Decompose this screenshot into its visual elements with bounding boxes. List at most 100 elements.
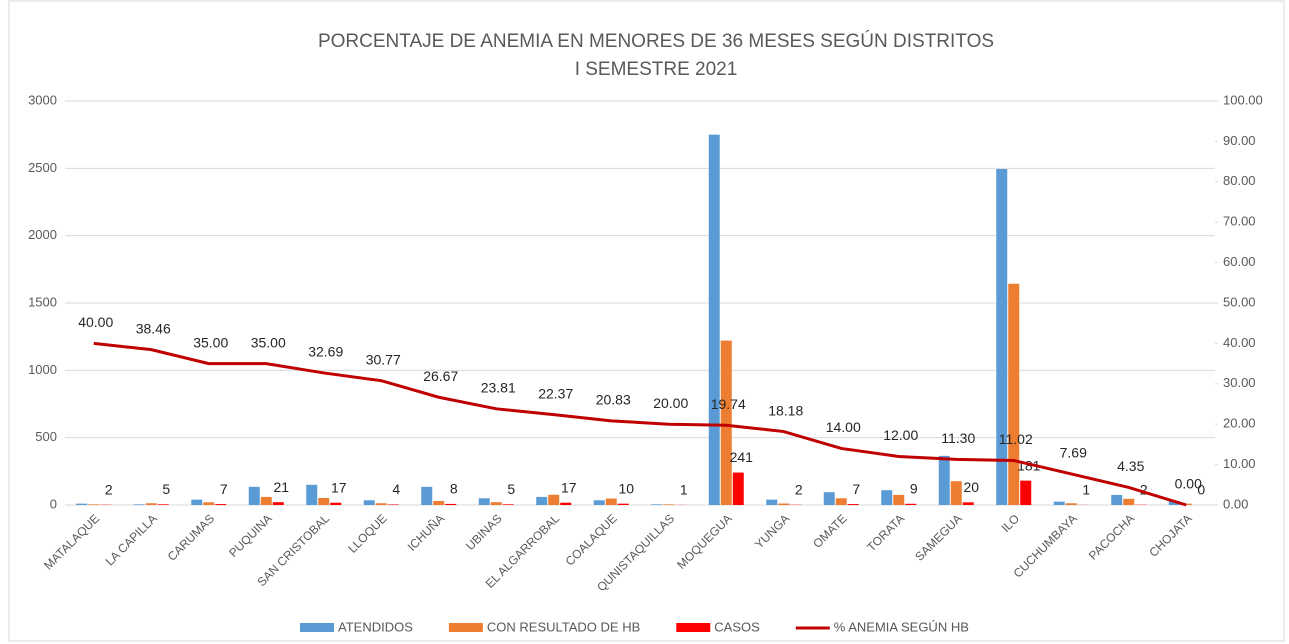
y2-tick-label: 50.00 [1223, 294, 1256, 309]
bar [445, 503, 457, 505]
data-label: 7 [220, 481, 228, 497]
bar [363, 500, 375, 505]
data-label: 22.37 [538, 385, 573, 401]
data-label: 12.00 [883, 427, 918, 443]
data-label: 18.18 [768, 402, 803, 418]
data-label: 4.35 [1117, 458, 1144, 474]
bar [145, 503, 157, 505]
bar [847, 504, 859, 505]
bar [330, 502, 342, 505]
data-label: 20 [963, 479, 979, 495]
bar [375, 503, 387, 505]
y-tick-label: 0 [50, 496, 57, 511]
bar [76, 503, 88, 505]
bar [778, 503, 790, 505]
bar [835, 498, 847, 505]
bar [1020, 480, 1032, 505]
bar [133, 504, 145, 505]
data-label: 10 [618, 480, 634, 496]
bar [490, 502, 502, 505]
data-label: 30.77 [366, 351, 401, 367]
bar [260, 496, 272, 505]
data-label: 0 [1197, 482, 1205, 498]
bar [215, 504, 227, 505]
bar [191, 499, 203, 505]
data-label: 9 [910, 480, 918, 496]
y2-tick-label: 70.00 [1223, 214, 1256, 229]
bar [605, 498, 617, 505]
bar [663, 504, 675, 505]
bar [306, 484, 318, 505]
data-label: 1 [1082, 482, 1090, 498]
data-label: 17 [561, 479, 577, 495]
bar [732, 472, 744, 505]
data-label: 35.00 [193, 334, 228, 350]
y-tick-label: 1500 [28, 294, 57, 309]
bar [1111, 494, 1123, 505]
data-label: 17 [331, 479, 347, 495]
bar [905, 503, 917, 505]
chart-border [8, 0, 1285, 642]
data-label: 2 [105, 481, 113, 497]
y-tick-label: 2500 [28, 160, 57, 175]
y-tick-label: 500 [35, 429, 57, 444]
data-label: 23.81 [481, 380, 516, 396]
y2-tick-label: 80.00 [1223, 173, 1256, 188]
bar [157, 504, 169, 505]
data-label: 5 [507, 481, 515, 497]
y2-tick-label: 40.00 [1223, 335, 1256, 350]
data-label: 11.30 [941, 430, 975, 446]
legend-marker [676, 623, 711, 632]
legend-marker [448, 623, 483, 632]
y2-tick-label: 20.00 [1223, 416, 1256, 431]
y2-tick-label: 30.00 [1223, 375, 1256, 390]
data-label: 8 [450, 481, 458, 497]
bar [823, 492, 835, 505]
bar [938, 455, 950, 505]
bar [593, 500, 605, 505]
data-label: 2 [795, 481, 803, 497]
bar [548, 494, 560, 505]
legend-label: CASOS [714, 619, 760, 634]
data-label: 35.00 [251, 334, 286, 350]
data-label: 38.46 [136, 320, 171, 336]
bar [962, 502, 974, 505]
bar [881, 490, 893, 505]
bar [203, 502, 215, 505]
data-label: 1 [680, 482, 688, 498]
bar [1053, 501, 1065, 505]
data-label: 11.02 [999, 431, 1033, 447]
bar [421, 486, 433, 505]
bar [478, 498, 490, 505]
y2-tick-label: 10.00 [1223, 456, 1256, 471]
bar [433, 500, 445, 505]
bar [766, 499, 778, 505]
data-label: 4 [392, 481, 400, 497]
y2-tick-label: 100.00 [1223, 92, 1263, 107]
bar [272, 502, 284, 505]
data-label: 19.74 [711, 396, 746, 412]
data-label: 14.00 [826, 419, 861, 435]
y-tick-label: 1000 [28, 362, 57, 377]
bar [708, 134, 720, 505]
bar [536, 496, 548, 505]
bar [387, 504, 399, 505]
bar [1168, 500, 1180, 505]
bar [720, 340, 732, 505]
y-tick-label: 2000 [28, 227, 57, 242]
chart-title: PORCENTAJE DE ANEMIA EN MENORES DE 36 ME… [318, 30, 994, 52]
data-label: 7.69 [1060, 445, 1087, 461]
bar [88, 504, 100, 505]
bar [1008, 283, 1020, 505]
y2-tick-label: 60.00 [1223, 254, 1256, 269]
data-label: 2 [1140, 481, 1148, 497]
legend-label: % ANEMIA SEGÚN HB [834, 619, 969, 634]
bar [1123, 498, 1135, 505]
data-label: 40.00 [78, 314, 113, 330]
data-label: 241 [730, 449, 754, 465]
line [93, 341, 1187, 507]
data-label: 7 [852, 481, 860, 497]
legend-label: ATENDIDOS [338, 619, 413, 634]
data-label: 26.67 [423, 368, 458, 384]
